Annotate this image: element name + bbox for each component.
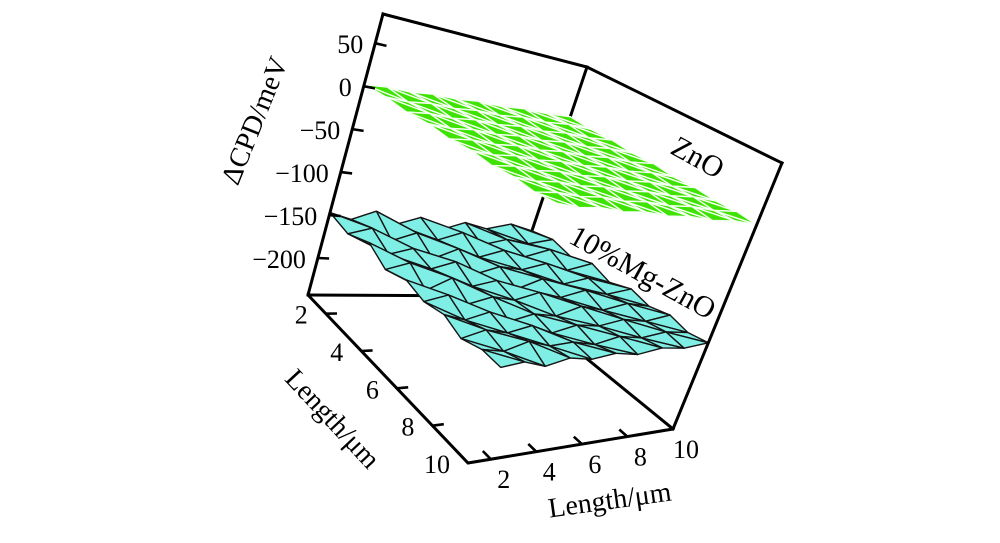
y-tick-label: 2 (295, 301, 308, 330)
z-tick (352, 127, 364, 133)
mesh-face (481, 348, 526, 369)
surface-zno (363, 83, 758, 226)
z-tick (363, 84, 376, 90)
x-tick (572, 435, 583, 446)
z-tick-label: −150 (264, 202, 318, 231)
y-tick-label: 6 (366, 375, 379, 404)
y-tick (467, 459, 480, 465)
surfaces (329, 83, 758, 369)
x-tick (481, 450, 492, 461)
x-tick-label: 2 (497, 465, 510, 494)
x-tick (618, 428, 629, 438)
x-tick-label: 10 (673, 435, 699, 464)
x-tick-label: 8 (634, 443, 647, 472)
y-tick (396, 386, 409, 390)
z-tick-label: 0 (339, 73, 352, 102)
z-tick-label: −50 (300, 116, 341, 145)
z-tick (340, 170, 353, 175)
x-axis-title: Length/μm (546, 477, 673, 525)
z-tick (329, 213, 341, 218)
mesh-face (534, 191, 580, 209)
y-tick-label: 4 (330, 338, 343, 367)
axis-ticks (317, 41, 674, 465)
y-tick-label: 10 (424, 450, 450, 479)
y-tick (432, 422, 444, 427)
y-tick-label: 8 (401, 413, 414, 442)
z-tick-label: −200 (252, 245, 306, 274)
frame-top (381, 12, 785, 166)
z-tick-label: 50 (337, 30, 363, 59)
surface-10-mg-zno (329, 210, 709, 369)
z-tick-label: −100 (275, 159, 329, 188)
x-tick-label: 4 (543, 458, 556, 487)
z-tick (317, 256, 330, 260)
x-tick (527, 442, 538, 453)
x-tick (664, 421, 674, 431)
z-tick (374, 41, 387, 48)
y-tick (361, 349, 373, 353)
x-tick-label: 6 (588, 450, 601, 479)
